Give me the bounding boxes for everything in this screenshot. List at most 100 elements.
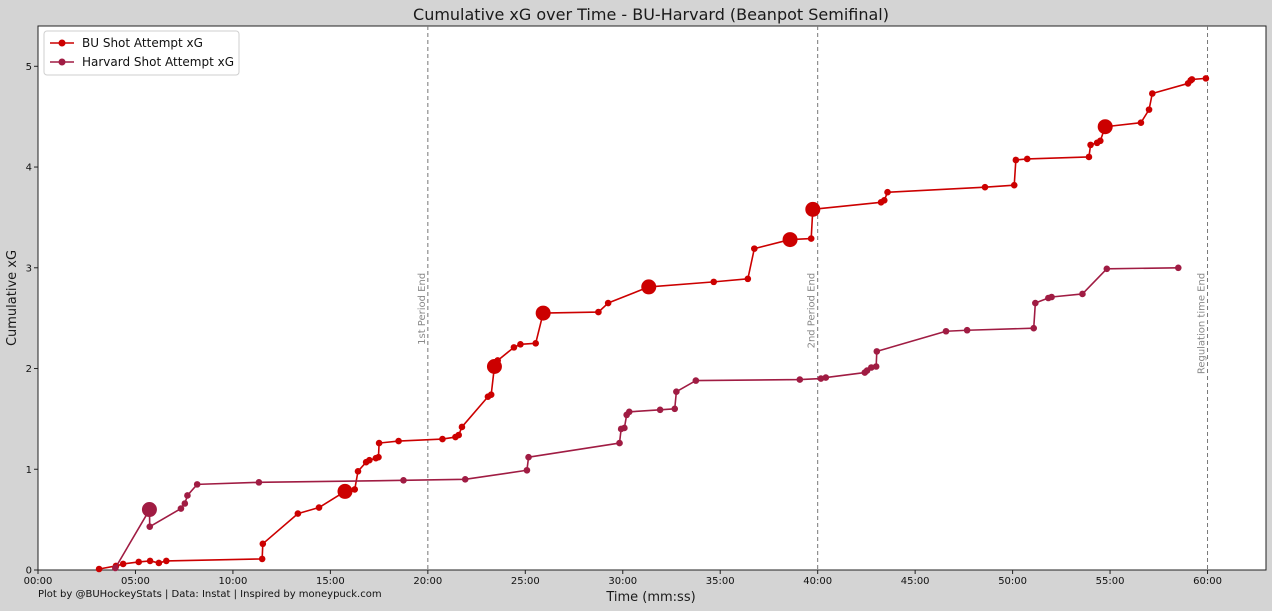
data-point (1012, 156, 1020, 164)
x-tick-label: 25:00 (511, 576, 540, 587)
data-point (1145, 106, 1153, 113)
y-tick-label: 4 (26, 163, 32, 174)
legend-bu-label: BU Shot Attempt xG (82, 36, 203, 50)
plot-area (37, 25, 1267, 571)
y-tick-label: 0 (26, 566, 32, 577)
x-axis-label: Time (mm:ss) (605, 590, 695, 605)
x-tick-label: 40:00 (803, 576, 832, 587)
series-line (114, 266, 1179, 569)
data-point (95, 565, 103, 573)
data-point (656, 406, 664, 414)
data-point (744, 275, 752, 283)
data-point (796, 376, 804, 383)
data-point (315, 504, 323, 511)
high-xg-point (1097, 119, 1113, 135)
data-point (880, 196, 888, 204)
legend-bu-marker (58, 39, 66, 47)
data-point (177, 505, 185, 512)
data-point (155, 559, 163, 567)
data-point (510, 344, 518, 351)
data-point (146, 523, 154, 530)
data-point (1030, 324, 1038, 332)
data-point (981, 183, 989, 191)
high-xg-point (141, 502, 157, 518)
data-point (258, 555, 266, 563)
data-point (963, 326, 971, 334)
y-tick-label: 1 (26, 465, 32, 476)
y-tick-label: 2 (26, 364, 32, 375)
data-point (366, 456, 373, 464)
x-tick-label: 00:00 (24, 576, 53, 587)
data-point (1188, 76, 1196, 83)
data-point (1085, 153, 1093, 161)
harvard-series (112, 264, 1182, 572)
data-point (181, 500, 189, 507)
chart-title: Cumulative xG over Time - BU-Harvard (Be… (413, 5, 889, 24)
data-point (517, 341, 524, 348)
data-point (400, 477, 407, 484)
y-tick-label: 5 (26, 62, 32, 73)
data-point (884, 188, 891, 196)
high-xg-point (535, 305, 551, 321)
period-end-label: Regulation time End (1197, 273, 1208, 374)
data-point (184, 492, 191, 499)
data-point (395, 437, 402, 445)
data-point (872, 363, 880, 370)
data-point (525, 453, 532, 461)
legend-harvard-label: Harvard Shot Attempt xG (82, 55, 234, 69)
bu-series (95, 75, 1210, 573)
high-xg-point (337, 483, 353, 499)
data-point (112, 564, 119, 572)
data-point (119, 560, 127, 568)
data-point (487, 391, 495, 399)
data-point (532, 340, 539, 347)
period-annotations: 1st Period End 2nd Period End Regulation t… (417, 26, 1209, 570)
high-xg-point (641, 279, 657, 295)
y-axis-label: Cumulative xG (5, 250, 20, 346)
data-point (1174, 264, 1182, 272)
data-point (1032, 299, 1039, 307)
data-point (1087, 141, 1094, 149)
data-point (375, 453, 382, 461)
data-point (135, 558, 143, 566)
data-point (710, 278, 718, 286)
data-point (1048, 293, 1055, 301)
x-tick-label: 05:00 (121, 576, 150, 587)
high-xg-point (805, 201, 821, 217)
data-point (146, 557, 154, 565)
data-point (625, 408, 633, 416)
x-tick-label: 10:00 (219, 576, 248, 587)
data-point (461, 476, 469, 483)
data-point (255, 479, 263, 486)
data-point (1079, 290, 1086, 298)
data-point (751, 245, 758, 252)
data-point (523, 466, 531, 474)
credit-text: Plot by @BUHockeyStats | Data: Instat | … (38, 589, 382, 600)
x-tick-label: 35:00 (706, 576, 735, 587)
data-point (595, 308, 602, 316)
period-end-label: 2nd Period End (807, 273, 818, 349)
data-point (458, 423, 466, 431)
x-tick-label: 30:00 (608, 576, 637, 587)
data-point (1023, 155, 1031, 163)
data-point (673, 388, 680, 395)
series-layer (95, 75, 1210, 573)
data-point (692, 377, 700, 384)
data-point (604, 299, 612, 307)
legend-harvard-marker (58, 58, 66, 66)
data-point (351, 486, 359, 493)
x-tick-label: 15:00 (316, 576, 345, 587)
axis-ticks: 00:00 05:00 10:00 15:00 20:00 25:00 30:00 35:00… (24, 62, 1222, 587)
data-point (455, 431, 463, 439)
data-point (873, 348, 881, 355)
data-point (942, 327, 950, 335)
high-xg-point (486, 359, 502, 375)
data-point (354, 467, 362, 475)
x-tick-label: 60:00 (1193, 576, 1222, 587)
data-point (1148, 90, 1156, 97)
data-point (822, 374, 830, 381)
data-point (807, 235, 815, 242)
data-point (1097, 137, 1104, 145)
x-tick-label: 45:00 (901, 576, 930, 587)
